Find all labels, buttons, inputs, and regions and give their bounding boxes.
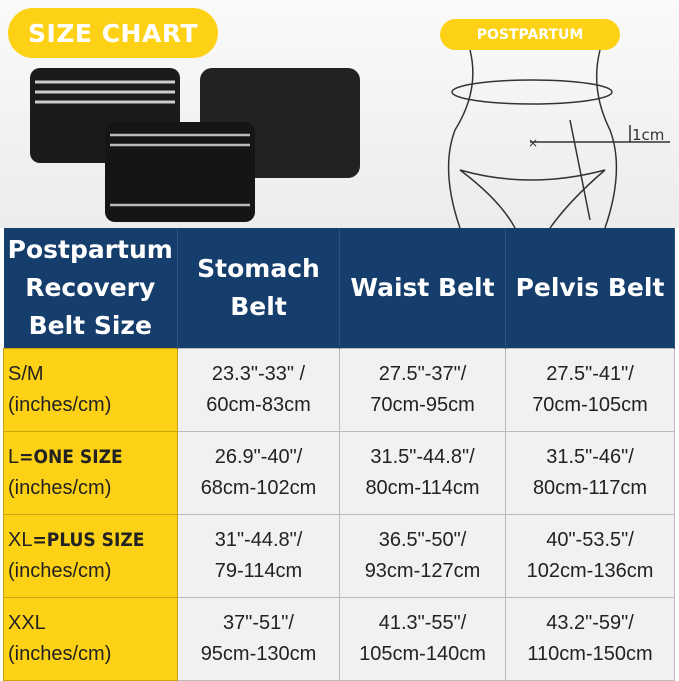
unit-label: (inches/cm)	[8, 394, 112, 416]
waist-cell: 31.5"-44.8"/ 80cm-114cm	[339, 431, 506, 515]
cm-range: 105cm-140cm	[359, 643, 486, 665]
size-cell: S/M (inches/cm)	[3, 348, 178, 432]
cm-range: 79-114cm	[214, 560, 303, 582]
body-measure-diagram: × 1cm	[447, 50, 670, 228]
size-cell: XL=PLUS SIZE (inches/cm)	[3, 514, 178, 598]
stomach-cell: 31"-44.8"/ 79-114cm	[177, 514, 340, 598]
inches-range: 41.3"-55"/	[378, 612, 467, 634]
belts-image	[30, 68, 360, 222]
pelvis-cell: 27.5"-41"/ 70cm-105cm	[505, 348, 675, 432]
size-label: XL	[8, 529, 33, 551]
table-row: XL=PLUS SIZE (inches/cm) 31"-44.8"/ 79-114c…	[3, 514, 675, 598]
inches-range: 27.5"-37"/	[378, 363, 467, 385]
table-header-row: Postpartum Recovery Belt Size Stomach Be…	[3, 228, 675, 349]
size-note: =PLUS SIZE	[32, 529, 145, 551]
size-table: Postpartum Recovery Belt Size Stomach Be…	[3, 228, 675, 681]
column-header-size: Postpartum Recovery Belt Size	[3, 228, 178, 349]
stomach-cell: 37"-51"/ 95cm-130cm	[177, 597, 340, 681]
inches-range: 26.9"-40"/	[214, 446, 303, 468]
column-header-waist: Waist Belt	[339, 228, 506, 349]
size-note: =ONE SIZE	[19, 446, 123, 468]
unit-label: (inches/cm)	[8, 477, 112, 499]
cm-range: 60cm-83cm	[206, 394, 311, 416]
waist-cell: 36.5"-50"/ 93cm-127cm	[339, 514, 506, 598]
pelvis-cell: 40"-53.5"/ 102cm-136cm	[505, 514, 675, 598]
pelvis-cell: 31.5"-46"/ 80cm-117cm	[505, 431, 675, 515]
column-header-pelvis: Pelvis Belt	[505, 228, 675, 349]
cm-range: 70cm-95cm	[370, 394, 475, 416]
table-row: S/M (inches/cm) 23.3"-33" / 60cm-83cm 27.5"-…	[3, 348, 675, 432]
pelvis-cell: 43.2"-59"/ 110cm-150cm	[505, 597, 675, 681]
unit-label: (inches/cm)	[8, 560, 112, 582]
cm-range: 70cm-105cm	[532, 394, 648, 416]
table-row: XXL (inches/cm) 37"-51"/ 95cm-130cm 41.3"-55…	[3, 597, 675, 681]
inches-range: 31"-44.8"/	[214, 529, 303, 551]
inches-range: 37"-51"/	[223, 612, 294, 634]
cm-range: 93cm-127cm	[364, 560, 481, 582]
inches-range: 31.5"-46"/	[546, 446, 634, 468]
cm-range: 80cm-114cm	[365, 477, 480, 499]
table-row: L=ONE SIZE (inches/cm) 26.9"-40"/ 68cm-102c…	[3, 431, 675, 515]
inches-range: 31.5"-44.8"/	[370, 446, 475, 468]
size-cell: XXL (inches/cm)	[3, 597, 178, 681]
inches-range: 43.2"-59"/	[546, 612, 634, 634]
column-header-stomach: Stomach Belt	[177, 228, 340, 349]
waist-cell: 27.5"-37"/ 70cm-95cm	[339, 348, 506, 432]
size-label: XXL	[8, 612, 46, 634]
stomach-cell: 26.9"-40"/ 68cm-102cm	[177, 431, 340, 515]
svg-text:×: ×	[528, 136, 538, 150]
cm-range: 95cm-130cm	[200, 643, 317, 665]
one-cm-label: 1cm	[632, 126, 664, 144]
inches-range: 36.5"-50"/	[378, 529, 467, 551]
inches-range: 40"-53.5"/	[546, 529, 634, 551]
postpartum-label: POSTPARTUM	[440, 19, 620, 50]
cm-range: 80cm-117cm	[532, 477, 648, 499]
waist-cell: 41.3"-55"/ 105cm-140cm	[339, 597, 506, 681]
size-chart-title: SIZE CHART	[8, 8, 218, 58]
size-label: L	[8, 446, 20, 468]
inches-range: 23.3"-33" /	[211, 363, 306, 385]
cm-range: 102cm-136cm	[526, 560, 654, 582]
cm-range: 68cm-102cm	[200, 477, 317, 499]
inches-range: 27.5"-41"/	[546, 363, 634, 385]
stomach-cell: 23.3"-33" / 60cm-83cm	[177, 348, 340, 432]
size-label: S/M	[8, 363, 44, 385]
unit-label: (inches/cm)	[8, 643, 112, 665]
product-banner: SIZE CHART POSTPARTUM × 1cm	[0, 0, 679, 228]
size-cell: L=ONE SIZE (inches/cm)	[3, 431, 178, 515]
cm-range: 110cm-150cm	[527, 643, 653, 665]
